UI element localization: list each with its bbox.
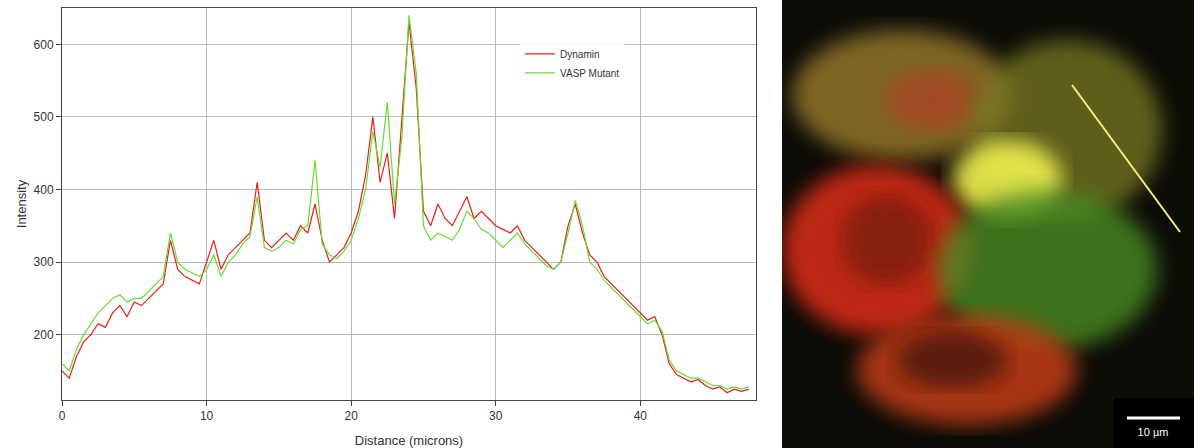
svg-text:40: 40 (634, 409, 648, 423)
svg-text:Intensity: Intensity (14, 179, 29, 228)
svg-text:VASP Mutant: VASP Mutant (560, 68, 619, 79)
svg-text:500: 500 (34, 110, 54, 124)
svg-text:10 µm: 10 µm (1138, 426, 1169, 438)
svg-text:400: 400 (34, 183, 54, 197)
svg-text:20: 20 (344, 409, 358, 423)
svg-text:30: 30 (489, 409, 503, 423)
svg-text:0: 0 (59, 409, 66, 423)
svg-text:600: 600 (34, 38, 54, 52)
svg-text:Distance (microns): Distance (microns) (355, 433, 463, 448)
svg-text:300: 300 (34, 255, 54, 269)
svg-text:10: 10 (200, 409, 214, 423)
svg-text:200: 200 (34, 328, 54, 342)
svg-text:Dynamin: Dynamin (560, 49, 599, 60)
